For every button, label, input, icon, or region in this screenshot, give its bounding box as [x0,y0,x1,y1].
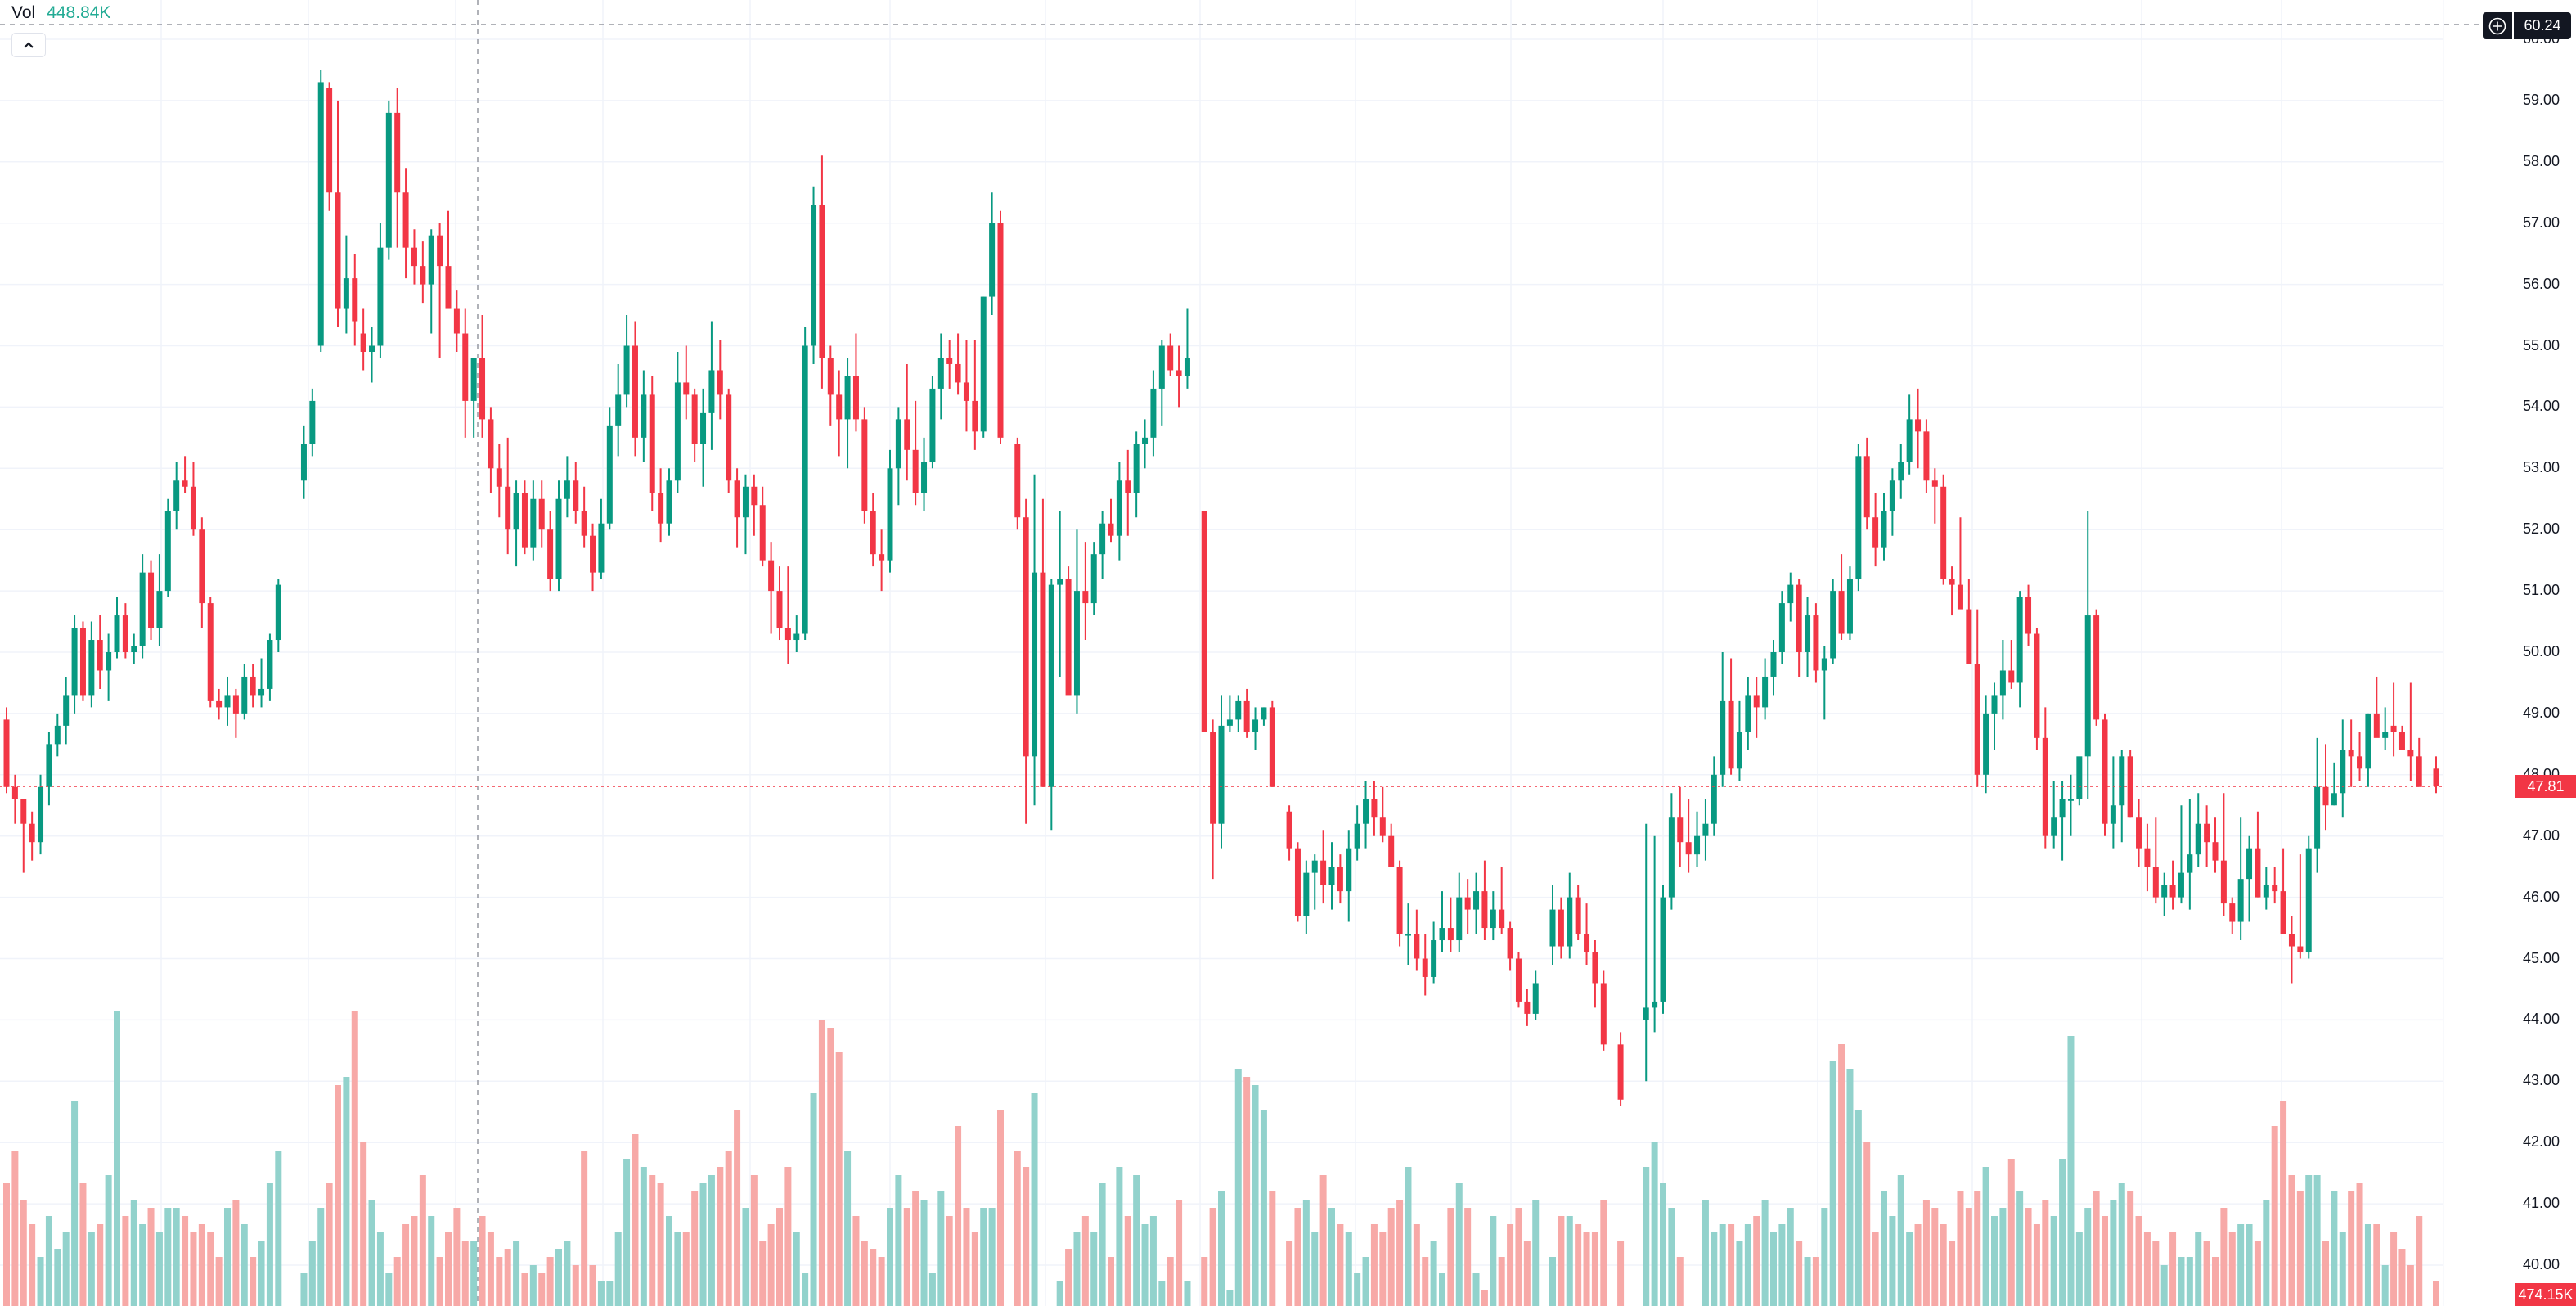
price-candles [3,70,2439,1106]
price-axis-tick: 41.00 [2522,1195,2560,1212]
volume-legend: Vol 448.84K [11,3,110,23]
price-axis-tick: 43.00 [2522,1072,2560,1089]
price-axis-tick: 45.00 [2522,949,2560,966]
price-axis-tick: 58.00 [2522,152,2560,169]
price-axis-tick: 52.00 [2522,520,2560,538]
vertical-gridlines [160,0,2282,1306]
last-volume-tag: 474.15K [2515,1283,2576,1306]
collapse-button[interactable] [11,33,46,57]
price-axis-tick: 44.00 [2522,1011,2560,1028]
last-price-tag: 47.81 [2515,775,2576,799]
price-axis-tick: 57.00 [2522,214,2560,231]
plus-circle-icon [2488,17,2506,34]
price-axis-tick: 56.00 [2522,275,2560,292]
price-axis-tick: 49.00 [2522,704,2560,721]
crosshair-price-label: 60.24 [2514,12,2571,39]
price-axis-tick: 46.00 [2522,888,2560,905]
price-axis-tick: 50.00 [2522,643,2560,660]
price-axis-tick: 53.00 [2522,459,2560,476]
price-axis-tick: 47.00 [2522,826,2560,844]
price-axis-tick: 40.00 [2522,1256,2560,1272]
legend-label: Vol [11,3,36,22]
price-axis-tick: 55.00 [2522,336,2560,354]
price-axis-tick: 51.00 [2522,582,2560,599]
price-axis-tick: 42.00 [2522,1133,2560,1151]
volume-bars [3,1011,2439,1306]
legend-value: 448.84K [47,3,111,22]
chevron-up-icon [24,42,34,48]
price-axis-tick: 59.00 [2522,91,2560,108]
horizontal-gridlines [0,38,2443,1266]
add-alert-button[interactable] [2483,12,2512,39]
price-axis-tick: 54.00 [2522,398,2560,415]
